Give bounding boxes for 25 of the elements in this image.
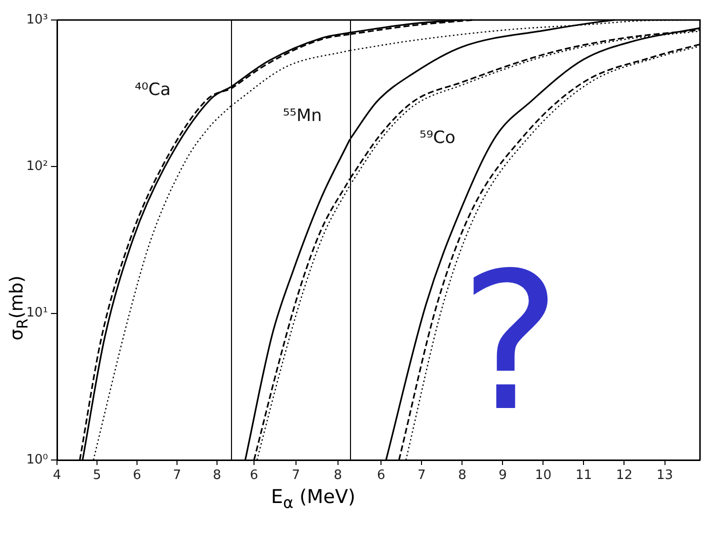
- x-tick-label: 7: [418, 468, 426, 484]
- y-tick-label: 10⁰: [26, 452, 48, 468]
- x-tick-label: 6: [377, 468, 386, 484]
- x-tick-label: 11: [575, 468, 592, 484]
- annotation: ⁵⁵Mn: [282, 106, 322, 126]
- x-axis-title: E$_{α}$ (MeV): [271, 486, 356, 512]
- x-tick-label: 8: [458, 468, 466, 484]
- x-tick-label: 10: [534, 468, 552, 484]
- annotation: ?: [460, 232, 561, 453]
- x-tick-label: 6: [132, 468, 142, 484]
- y-tick-label: 10¹: [26, 306, 48, 321]
- x-tick-label: 8: [212, 468, 222, 484]
- x-tick-label: 13: [656, 468, 674, 484]
- x-tick-label: 9: [498, 468, 507, 484]
- x-tick-label: 12: [616, 468, 633, 484]
- x-tick-label: 8: [334, 468, 342, 484]
- x-tick-label: 5: [92, 468, 102, 484]
- annotation: ⁵⁹Co: [420, 128, 456, 148]
- y-tick-label: 10²: [26, 159, 48, 174]
- y-tick-label: 10³: [26, 12, 48, 28]
- x-tick-label: 7: [292, 468, 300, 484]
- x-tick-label: 4: [52, 468, 62, 484]
- annotation: ⁴⁰Ca: [134, 80, 171, 100]
- x-tick-label: 6: [250, 468, 258, 484]
- x-tick-label: 7: [172, 468, 182, 484]
